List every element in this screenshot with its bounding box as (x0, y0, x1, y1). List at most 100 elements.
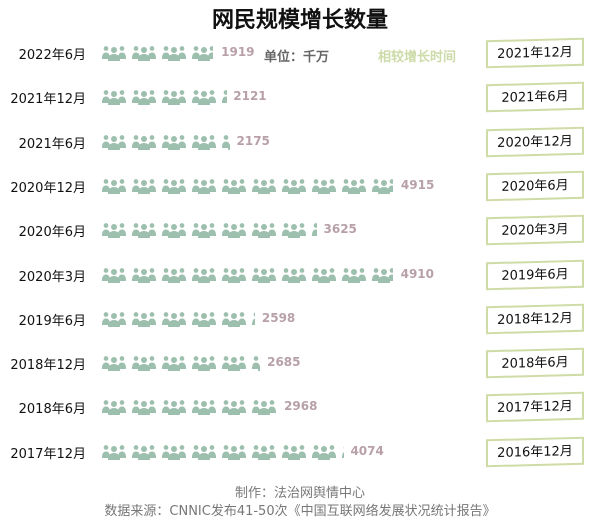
category-label: 2018年6月 (18, 402, 86, 418)
compare-date-box: 2017年12月 (486, 392, 584, 423)
icon-bar (100, 88, 227, 106)
people-icon (160, 266, 188, 284)
category-label: 2018年12月 (10, 358, 86, 374)
people-icon (100, 133, 128, 151)
chart-row: 2018年6月 2968 (0, 392, 480, 422)
people-icon (130, 221, 158, 239)
chart-row: 2017年12月 4074 (0, 437, 480, 467)
unit-label: 单位：千万 (264, 50, 330, 65)
value-label: 2175 (236, 133, 270, 148)
people-icon (280, 266, 308, 284)
people-icon (220, 443, 248, 461)
people-icon (100, 221, 128, 239)
people-icon (160, 443, 188, 461)
compare-date-box: 2020年12月 (486, 126, 584, 157)
people-icon (250, 443, 278, 461)
value-label: 4074 (350, 443, 384, 458)
value-label: 4915 (400, 177, 435, 192)
people-icon (220, 310, 248, 328)
value-label: 2685 (267, 355, 301, 370)
category-label: 2021年12月 (10, 92, 86, 108)
category-label: 2020年12月 (10, 180, 86, 196)
people-icon (190, 354, 218, 372)
chart-row: 2020年6月 3625 (0, 215, 480, 245)
category-label: 2020年6月 (18, 225, 86, 241)
people-icon (370, 177, 394, 195)
people-icon (250, 177, 278, 195)
people-icon (160, 44, 188, 62)
value-label: 1919 (221, 45, 255, 59)
icon-bar (100, 443, 345, 461)
people-icon (190, 177, 218, 195)
people-icon (190, 133, 218, 151)
people-icon (250, 398, 277, 416)
people-icon (220, 177, 248, 195)
people-icon (100, 310, 128, 328)
icon-bar (100, 398, 278, 416)
people-icon (130, 398, 158, 416)
people-icon (280, 443, 308, 461)
icon-bar (100, 266, 395, 284)
people-icon (190, 266, 218, 284)
chart-row: 2022年6月 1919 (0, 38, 480, 68)
people-icon (340, 177, 368, 195)
compare-date-box: 2020年6月 (486, 170, 584, 202)
people-icon (340, 266, 368, 284)
people-icon (340, 443, 345, 461)
people-icon (190, 443, 218, 461)
value-label: 3625 (323, 222, 357, 237)
people-icon (310, 266, 338, 284)
people-icon (220, 354, 248, 372)
people-icon (220, 266, 248, 284)
people-icon (220, 398, 248, 416)
people-icon (160, 310, 188, 328)
icon-bar (100, 133, 231, 151)
chart-row: 2020年12月 4915 (0, 171, 480, 201)
icon-bar (100, 44, 215, 62)
people-icon (250, 310, 256, 328)
category-label: 2017年12月 (10, 446, 86, 462)
people-icon (130, 133, 158, 151)
people-icon (100, 88, 128, 106)
icon-bar (100, 354, 261, 372)
people-icon (250, 354, 261, 372)
credit: 制作：法治网舆情中心 (234, 486, 365, 501)
people-icon (190, 221, 218, 239)
people-icon (130, 44, 158, 62)
people-icon (190, 88, 218, 106)
people-icon (220, 88, 227, 106)
people-icon (100, 398, 128, 416)
people-icon (310, 221, 317, 239)
people-icon (220, 221, 248, 239)
compare-date-box: 2021年12月 (486, 37, 584, 69)
people-icon (160, 398, 188, 416)
people-icon (190, 310, 218, 328)
compare-date-box: 2020年3月 (486, 214, 584, 246)
chart-row: 2021年6月 2175 (0, 127, 480, 157)
compare-date-box: 2018年12月 (486, 303, 584, 335)
people-icon (190, 44, 214, 62)
people-icon (130, 88, 158, 106)
people-icon (100, 443, 128, 461)
people-icon (190, 398, 218, 416)
value-label: 2968 (284, 399, 318, 414)
people-icon (100, 177, 128, 195)
value-label: 2598 (261, 310, 296, 325)
chart-row: 2020年3月 4910 (0, 260, 480, 290)
value-label: 2121 (233, 89, 267, 104)
category-label: 2022年6月 (18, 48, 86, 63)
chart-row: 2021年12月 2121 (0, 82, 480, 112)
people-icon (160, 88, 188, 106)
people-icon (370, 266, 393, 284)
people-icon (100, 44, 128, 62)
people-icon (160, 221, 188, 239)
people-icon (130, 310, 158, 328)
people-icon (250, 221, 278, 239)
category-label: 2021年6月 (18, 136, 86, 152)
category-label: 2019年6月 (18, 313, 86, 329)
icon-bar (100, 310, 256, 328)
people-icon (310, 443, 338, 461)
people-icon (280, 221, 308, 239)
compare-date-box: 2021年6月 (486, 82, 584, 113)
people-icon (130, 266, 158, 284)
